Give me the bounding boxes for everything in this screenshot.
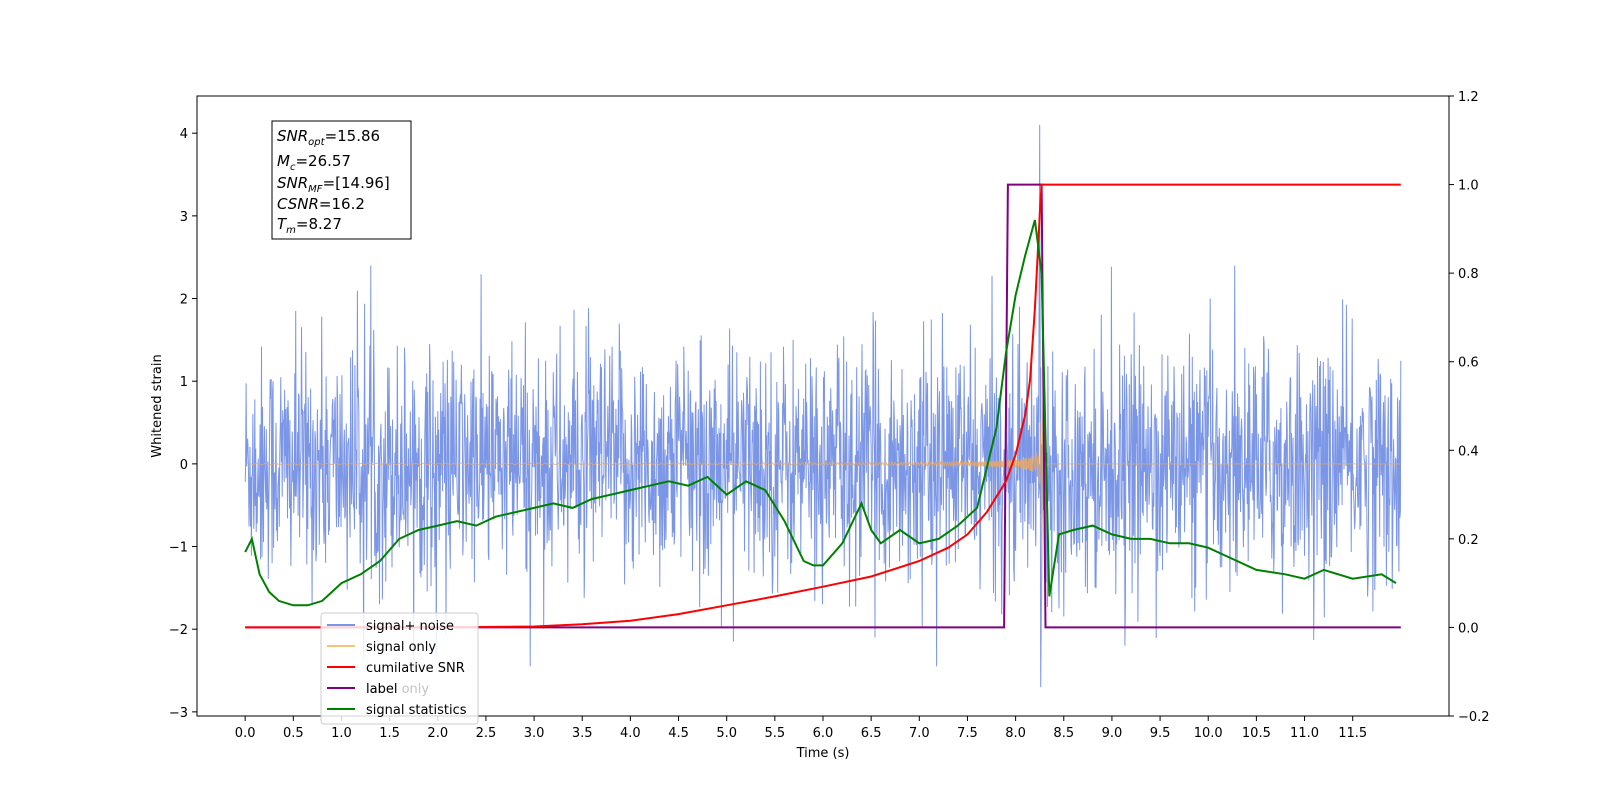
series-signal-statistics-line	[244, 219, 1397, 607]
series-cumulative-snr-line	[245, 183, 1401, 629]
y-left-tick-label: 1	[180, 375, 188, 390]
x-tick-label: 0.5	[283, 726, 304, 741]
x-tick-label: 9.5	[1150, 726, 1171, 741]
y-right-tick-label: 1.2	[1458, 90, 1479, 105]
y-left-tick-label: −1	[169, 541, 188, 556]
x-tick-label: 4.0	[620, 726, 641, 741]
info-line-csnr: CSNR=16.2	[277, 195, 365, 213]
x-tick-label: 6.0	[813, 726, 834, 741]
x-tick-label: 0.0	[235, 726, 256, 741]
y-left-tick-label: 2	[180, 293, 188, 308]
info-box-frame	[271, 120, 412, 240]
info-line-mc: Mc=26.57	[277, 152, 351, 173]
x-tick-label: 3.5	[572, 726, 593, 741]
y-right-tick-label: 0.6	[1458, 356, 1479, 371]
series-signal-noise-line	[244, 124, 1402, 688]
series-label-line	[245, 183, 1401, 629]
x-tick-label: 1.0	[331, 726, 352, 741]
x-tick-label: 10.0	[1194, 726, 1223, 741]
x-axis-ticks: 0.0 0.5 1.0 1.5 2.0 2.5 3.0 3.5 4.0 4.5 5.0 5.5 6.0 6…	[235, 716, 1367, 741]
x-tick-label: 8.5	[1053, 726, 1074, 741]
legend-label-cumulative-snr: cumilative SNR	[366, 661, 465, 676]
x-tick-label: 7.5	[957, 726, 978, 741]
x-tick-label: 6.5	[861, 726, 882, 741]
legend-label-label: label	[366, 682, 397, 697]
y-right-tick-label: −0.2	[1458, 710, 1490, 725]
y-left-axis-label: Whitened strain	[150, 354, 165, 457]
info-box: SNRopt=15.86 Mc=26.57 SNRMF=[14.96] CSNR…	[271, 120, 412, 240]
legend-label-signal-noise: signal+ noise	[366, 619, 454, 634]
x-tick-label: 8.0	[1005, 726, 1026, 741]
x-axis-label: Time (s)	[796, 746, 850, 761]
x-tick-label: 2.5	[476, 726, 497, 741]
y-left-tick-label: −2	[169, 623, 188, 638]
info-line-tm: Tm=8.27	[277, 215, 342, 236]
x-tick-label: 2.0	[427, 726, 448, 741]
series-layer	[244, 124, 1402, 688]
legend: label only signal+ noise signal only cum…	[320, 612, 479, 725]
y-right-tick-label: 0.4	[1458, 444, 1479, 459]
x-tick-label: 11.0	[1290, 726, 1319, 741]
y-right-axis-ticks: −0.2 0.0 0.2 0.4 0.6 0.8 1.0 1.2	[1449, 90, 1490, 725]
y-left-tick-label: 0	[180, 458, 188, 473]
legend-frame	[320, 612, 479, 725]
y-left-tick-label: 3	[180, 210, 188, 225]
series-signal-only-line	[245, 396, 1401, 599]
info-line-snr-mf: SNRMF=[14.96]	[277, 174, 390, 195]
x-tick-label: 5.5	[765, 726, 786, 741]
y-left-tick-label: −3	[169, 706, 188, 721]
y-left-tick-label: 4	[180, 127, 188, 142]
y-right-tick-label: 1.0	[1458, 179, 1479, 194]
legend-hidden-text: label only	[366, 682, 429, 697]
info-line-snr-opt: SNRopt=15.86	[277, 127, 380, 148]
y-left-axis-ticks: −3 −2 −1 0 1 2 3 4	[169, 127, 197, 721]
x-tick-label: 9.0	[1102, 726, 1123, 741]
y-right-tick-label: 0.8	[1458, 267, 1479, 282]
x-tick-label: 7.0	[909, 726, 930, 741]
x-tick-label: 11.5	[1338, 726, 1367, 741]
x-tick-label: 5.0	[716, 726, 737, 741]
legend-label-signal-only: signal only	[366, 640, 436, 655]
y-right-tick-label: 0.0	[1458, 621, 1479, 636]
legend-label-signal-statistics: signal statistics	[366, 703, 467, 718]
x-tick-label: 1.5	[379, 726, 400, 741]
x-tick-label: 3.0	[524, 726, 545, 741]
x-tick-label: 4.5	[668, 726, 689, 741]
x-tick-label: 10.5	[1242, 726, 1271, 741]
y-right-tick-label: 0.2	[1458, 533, 1479, 548]
